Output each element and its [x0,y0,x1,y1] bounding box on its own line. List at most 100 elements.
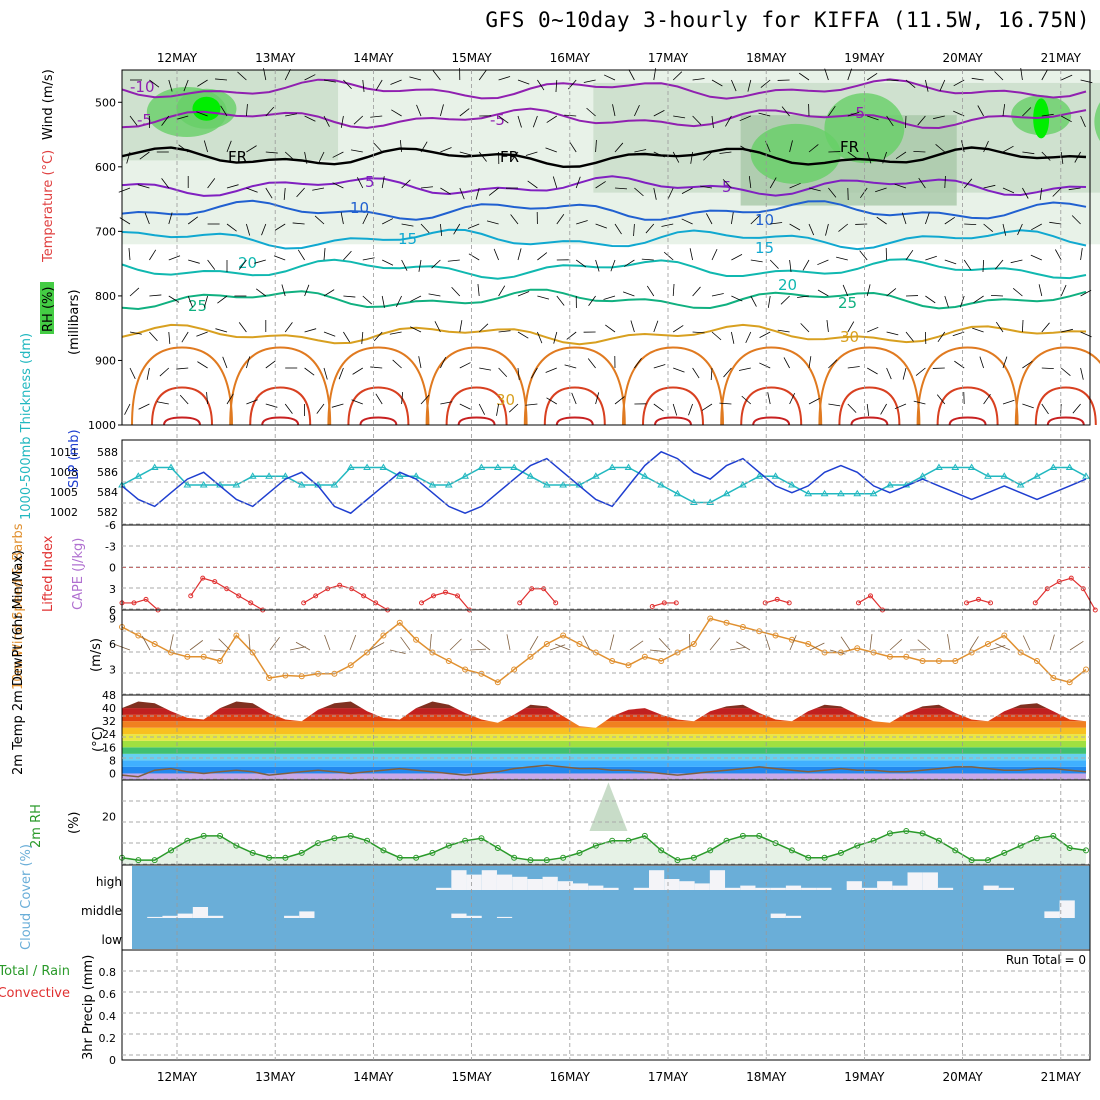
boundary-layer-contour [249,386,312,426]
rh-line-point [886,830,893,837]
wind-tick-label: 9 [109,613,116,626]
wind-barb [246,399,258,405]
wind-barb [207,259,216,270]
wind-barb [323,331,336,337]
precip-tick-label: 0.6 [99,988,117,1001]
wind-barb-10m [689,633,691,651]
wind-barb [838,223,849,232]
thickness-line-point [608,463,617,470]
wind-barb-10m [369,642,385,651]
wind-barb [681,218,693,225]
thickness-tick-label: 586 [97,466,118,479]
lifted-index-point [361,593,367,599]
wind-barb [284,151,295,161]
wind-barb [459,403,471,410]
wind-barb [866,284,871,297]
wind-barb [614,396,625,405]
cloud-cover-background [132,866,1090,949]
thickness-line-point [526,472,535,479]
wind-barb [894,403,907,410]
wind-barb [725,115,732,127]
wind-barb [719,402,732,405]
wind-barb [825,223,829,236]
thickness-line-point [788,481,796,488]
wind-barb [323,367,328,380]
rh-line-point [805,854,812,861]
rh-line-point [380,847,387,854]
wind-barb [939,79,946,92]
wind-barb [904,115,907,129]
wind-barb [1022,187,1029,199]
cloud-middle-bar [299,911,315,918]
lifted-index-point [553,600,559,606]
wind-barb [1080,115,1086,128]
temperature-band [122,708,1086,715]
wind-barb [828,359,838,369]
wind-barb [741,395,752,405]
wind-barb [375,79,383,91]
wind-barb [176,115,189,120]
chart-title: GFS 0~10day 3-hourly for KIFFA (11.5W, 1… [485,8,1090,32]
lifted-index-point [1080,586,1086,592]
boundary-layer-contour [1046,416,1085,426]
rh-moist-blob [750,123,841,184]
cloud-high-bar [603,887,619,890]
wind-barb [1002,104,1006,117]
boundary-layer-contour [752,416,791,426]
thickness-line-point [379,463,388,470]
cloud-high-bar [496,874,513,890]
wind-barb [731,79,737,92]
wind-barb [139,151,150,160]
wind-barb [478,151,487,162]
rh-tick-label: 20 [102,810,116,823]
lifted-index-point [224,586,230,592]
wind-barb [459,108,470,117]
temperature-contour [121,78,1087,100]
wind-barb [808,356,812,369]
rh-line-point [935,837,942,844]
rh-line-point [266,854,273,861]
wind-speed-line-point [380,632,387,639]
wind-barb [944,175,946,189]
wind-barb [418,259,422,272]
wind-barb [410,295,422,302]
wind-barb [220,105,228,117]
boundary-layer-contour [425,346,528,426]
wind-barb-10m [1022,635,1031,651]
wind-barb [789,392,796,405]
wind-barb [478,323,489,333]
wind-barb-10m [629,640,644,651]
wind-barb [983,184,996,189]
thickness-line-point [869,489,878,497]
wind-barb [265,187,273,199]
wind-tick-label: 3 [109,664,116,677]
wind-speed-line-point [903,653,910,660]
wind-barb-10m [477,639,491,651]
wind-barb [748,176,752,189]
wind-barb [614,142,624,153]
wind-barb [1060,367,1071,377]
cloud-middle-bar [162,915,178,918]
wind-barb [537,295,550,300]
wind-barb [769,259,779,269]
cloud-high-bar [922,872,938,890]
rh-line-point [494,845,501,851]
wind-speed-line-point [266,675,273,681]
wind-barb [905,79,916,89]
wind-barb [802,259,810,271]
wind-barb [847,321,855,333]
wind-barb [255,288,267,297]
wind-barb [847,366,860,369]
wind-barb [1074,151,1081,163]
wind-barb [847,403,857,413]
wind-barb [767,295,771,308]
wind-barb [1041,403,1049,415]
wind-barb [246,223,251,236]
cloud-high-bar [572,883,589,890]
rh-line-point [543,857,550,864]
wind-barb [634,104,640,117]
wind-barb [867,115,879,121]
rh-line-point [1033,835,1040,842]
cloud-high-bar [740,885,756,890]
contour-label: 20 [778,276,797,294]
